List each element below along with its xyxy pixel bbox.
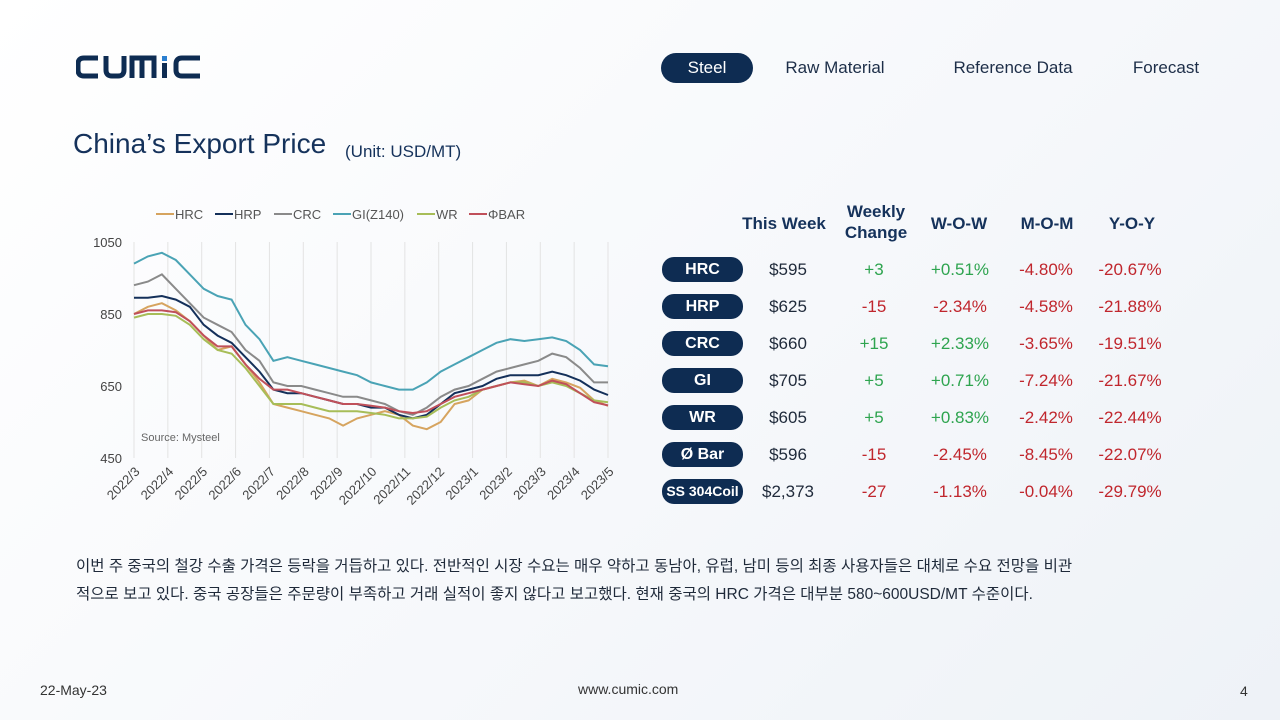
cell-wow: +2.33%	[930, 334, 990, 353]
x-tick-label: 2022/6	[205, 464, 244, 503]
row-label-badge: HRP	[662, 294, 743, 319]
col-header-mom: M-O-M	[1020, 214, 1074, 233]
cell-weekly-change: +5	[864, 371, 884, 390]
cell-mom: -4.58%	[1019, 297, 1073, 316]
y-tick-label: 650	[100, 379, 122, 394]
x-tick-label: 2022/12	[403, 464, 447, 508]
series-line--bar	[133, 309, 609, 415]
x-tick-label: 2023/1	[442, 464, 481, 503]
cell-yoy: -19.51%	[1098, 334, 1162, 353]
cell-mom: -3.65%	[1019, 334, 1073, 353]
row-label-badge: GI	[662, 368, 743, 393]
cell-yoy: -21.67%	[1098, 371, 1162, 390]
top-nav: Steel Raw Material Reference Data Foreca…	[0, 53, 1280, 83]
nav-tab-steel[interactable]: Steel	[661, 53, 753, 83]
cell-this-week: $605	[769, 408, 807, 427]
cell-weekly-change: +5	[864, 408, 884, 427]
commentary-line-2: 적으로 보고 있다. 중국 공장들은 주문량이 부족하고 거래 실적이 좋지 않…	[76, 586, 1033, 603]
x-tick-label: 2022/10	[336, 464, 380, 508]
x-tick-label: 2022/8	[273, 464, 312, 503]
x-tick-label: 2022/4	[138, 464, 177, 503]
legend-item: CRC	[274, 207, 321, 222]
commentary-paragraph: 이번 주 중국의 철강 수출 가격은 등락을 거듭하고 있다. 전반적인 시장 …	[76, 553, 1186, 609]
x-tick-label: 2023/4	[544, 464, 583, 503]
legend-label: HRP	[234, 207, 261, 222]
y-tick-label: 450	[100, 451, 122, 466]
row-label-badge: Ø Bar	[662, 442, 743, 467]
nav-tab-raw-material[interactable]: Raw Material	[785, 58, 885, 77]
cell-wow: -2.34%	[933, 297, 987, 316]
unit-label: (Unit: USD/MT)	[345, 142, 462, 161]
x-tick-label: 2022/3	[104, 464, 143, 503]
row-label-badge: CRC	[662, 331, 743, 356]
legend-label: HRC	[175, 207, 203, 222]
page-title: China’s Export Price	[73, 128, 327, 159]
legend-label: GI(Z140)	[352, 207, 404, 222]
cell-yoy: -22.07%	[1098, 445, 1162, 464]
row-label-badge: HRC	[662, 257, 743, 282]
series-line-gi-z140-	[133, 251, 609, 391]
cell-this-week: $2,373	[762, 482, 814, 501]
cell-this-week: $596	[769, 445, 807, 464]
chart-source-note: Source: Mysteel	[141, 432, 220, 444]
legend-label: WR	[436, 207, 458, 222]
cell-this-week: $660	[769, 334, 807, 353]
footer-date: 22-May-23	[40, 682, 107, 698]
col-header-yoy: Y-O-Y	[1108, 214, 1156, 233]
cell-wow: -1.13%	[933, 482, 987, 501]
cell-weekly-change: +15	[859, 334, 889, 353]
footer-url[interactable]: www.cumic.com	[578, 681, 679, 697]
page-number: 4	[1240, 683, 1248, 699]
cumic-logo	[76, 55, 200, 79]
cell-weekly-change: -27	[861, 482, 887, 501]
cell-yoy: -20.67%	[1098, 260, 1162, 279]
cell-wow: +0.83%	[930, 408, 990, 427]
col-header-weekly-change: Weekly Change	[844, 202, 908, 242]
cell-weekly-change: -15	[861, 445, 887, 464]
cell-this-week: $705	[769, 371, 807, 390]
cell-this-week: $595	[769, 260, 807, 279]
col-header-this-week: This Week	[742, 214, 826, 233]
nav-tab-reference-data[interactable]: Reference Data	[953, 58, 1073, 77]
export-price-line-chart: 10508506504502022/32022/42022/52022/6202…	[93, 207, 617, 508]
cell-mom: -4.80%	[1019, 260, 1073, 279]
commentary-line-1: 이번 주 중국의 철강 수출 가격은 등락을 거듭하고 있다. 전반적인 시장 …	[76, 558, 1073, 575]
series-line-hrp	[134, 294, 609, 420]
row-label-badge: SS 304Coil	[662, 479, 743, 504]
legend-label: CRC	[293, 207, 321, 222]
cell-mom: -0.04%	[1019, 482, 1073, 501]
nav-tab-forecast[interactable]: Forecast	[1132, 58, 1200, 77]
cell-mom: -2.42%	[1019, 408, 1073, 427]
series-line-crc	[133, 273, 608, 416]
cell-weekly-change: +3	[864, 260, 884, 279]
cell-yoy: -22.44%	[1098, 408, 1162, 427]
legend-item: HRP	[215, 207, 261, 222]
legend-item: ΦBAR	[469, 207, 525, 222]
legend-item: GI(Z140)	[333, 207, 404, 222]
legend-item: WR	[417, 207, 458, 222]
cell-mom: -8.45%	[1019, 445, 1073, 464]
col-header-wow: W-O-W	[930, 214, 988, 233]
legend-item: HRC	[156, 207, 203, 222]
x-tick-label: 2023/5	[578, 464, 617, 503]
legend-label: ΦBAR	[488, 207, 525, 222]
row-label-badge: WR	[662, 405, 743, 430]
cell-yoy: -21.88%	[1098, 297, 1162, 316]
cell-mom: -7.24%	[1019, 371, 1073, 390]
cell-wow: -2.45%	[933, 445, 987, 464]
y-tick-label: 1050	[93, 235, 122, 250]
x-tick-label: 2023/2	[476, 464, 515, 503]
cell-weekly-change: -15	[861, 297, 887, 316]
cell-wow: +0.51%	[930, 260, 990, 279]
cell-this-week: $625	[769, 297, 807, 316]
series-line-wr	[133, 313, 609, 420]
x-tick-label: 2023/3	[510, 464, 549, 503]
cell-yoy: -29.79%	[1098, 482, 1162, 501]
cell-wow: +0.71%	[930, 371, 990, 390]
y-tick-label: 850	[100, 307, 122, 322]
x-tick-label: 2022/7	[239, 464, 278, 503]
x-tick-label: 2022/5	[172, 464, 211, 503]
